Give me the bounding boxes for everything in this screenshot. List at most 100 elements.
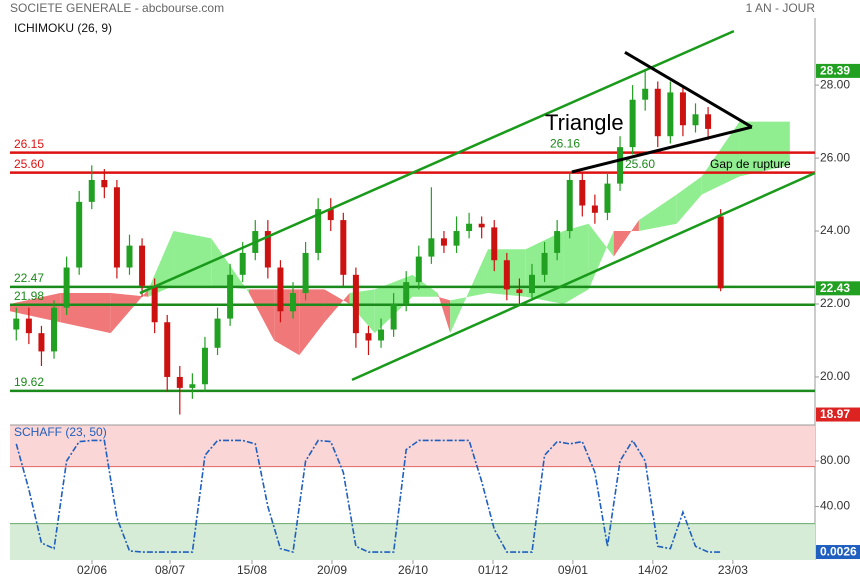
candle-body: [302, 252, 309, 294]
candle-body: [151, 285, 158, 323]
cloud-segment: [739, 121, 790, 177]
x-tick-label: 09/01: [558, 563, 588, 577]
candle-body: [440, 238, 447, 246]
trendline: [139, 29, 735, 295]
candle-body: [76, 201, 83, 268]
price-marker-label: 22.43: [820, 281, 850, 295]
candle-body: [503, 260, 510, 290]
candle-body: [378, 329, 385, 341]
candle-body: [352, 274, 359, 334]
candle-body: [38, 333, 45, 352]
candle-body: [415, 256, 422, 283]
y-tick-label: 80.00: [820, 453, 850, 467]
candle-body: [629, 99, 636, 148]
candle-body: [51, 307, 58, 352]
y-tick-label: 26.00: [820, 150, 850, 164]
cloud-segment: [676, 176, 702, 224]
candle-body: [390, 303, 397, 330]
candle-body: [25, 318, 32, 334]
candle-body: [642, 88, 649, 100]
candle-body: [139, 245, 146, 286]
triangle-price: 25.60: [625, 157, 655, 171]
candle-body: [466, 223, 473, 232]
level-label: 19.62: [14, 375, 44, 389]
x-tick-label: 26/10: [398, 563, 428, 577]
candle-body: [566, 179, 573, 232]
candle-body: [327, 209, 334, 221]
candle-body: [516, 289, 523, 294]
x-tick-label: 23/03: [718, 563, 748, 577]
oscillator-line: [15, 438, 721, 554]
cloud-segment: [450, 249, 488, 334]
price-marker: [816, 407, 860, 422]
candle-body: [679, 92, 686, 126]
period: 1 AN - JOUR: [746, 1, 816, 15]
trendline: [624, 50, 753, 129]
candle-body: [403, 282, 410, 304]
y-tick-label: 28.00: [820, 77, 850, 91]
y-tick-label: 24.00: [820, 223, 850, 237]
candle-body: [591, 205, 598, 213]
candle-body: [164, 322, 171, 377]
level-label: 25.60: [14, 157, 44, 171]
annotation: Gap de rupture: [710, 157, 791, 171]
candle-body: [717, 216, 724, 289]
candle-body: [201, 347, 208, 385]
candle-body: [541, 252, 548, 275]
candle-body: [604, 183, 611, 213]
candle-body: [453, 231, 460, 246]
cloud-segment: [638, 194, 677, 232]
y-tick-label: 22.00: [820, 296, 850, 310]
candle-body: [277, 267, 284, 312]
candle-body: [227, 274, 234, 319]
candle-body: [176, 376, 183, 388]
candle-body: [692, 114, 699, 126]
level-label: 22.47: [14, 271, 44, 285]
candle-body: [579, 179, 586, 206]
candle-body: [428, 238, 435, 257]
cloud-segment: [701, 121, 740, 195]
overbought-zone: [10, 425, 815, 467]
level-label: 21.98: [14, 289, 44, 303]
candle-body: [315, 209, 322, 253]
annotation: Triangle: [545, 110, 624, 135]
price-marker-label: 28.39: [820, 64, 850, 78]
candle-body: [478, 223, 485, 228]
candle-body: [554, 231, 561, 253]
price-marker: [816, 281, 860, 296]
candle-body: [290, 293, 297, 312]
candle-body: [214, 318, 221, 348]
oversold-zone: [10, 523, 815, 560]
cloud-segment: [10, 293, 61, 323]
x-tick-label: 01/12: [478, 563, 508, 577]
candle-body: [113, 187, 120, 268]
cloud-segment: [437, 293, 451, 334]
x-tick-label: 08/07: [155, 563, 185, 577]
triangle-price: 26.16: [550, 136, 580, 150]
price-marker: [816, 63, 860, 78]
indicator-title: ICHIMOKU (26, 9): [14, 21, 112, 35]
cloud-segment: [588, 223, 614, 290]
oscillator-title: SCHAFF (23, 50): [14, 425, 107, 439]
candle-body: [340, 220, 347, 275]
candle-body: [189, 384, 196, 388]
last-value-marker: [816, 545, 860, 560]
cloud-segment: [110, 289, 149, 334]
trendline: [571, 125, 753, 174]
candle-body: [239, 252, 246, 275]
candle-body: [88, 179, 95, 202]
x-tick-label: 15/08: [237, 563, 267, 577]
price-marker-label: 18.97: [820, 407, 850, 421]
x-tick-label: 14/02: [638, 563, 668, 577]
trendline: [351, 171, 816, 382]
candle-body: [13, 318, 20, 330]
level-label: 26.15: [14, 137, 44, 151]
candle-body: [264, 231, 271, 268]
candle-body: [667, 92, 674, 137]
cloud-segment: [173, 231, 212, 286]
candle-body: [101, 179, 108, 188]
x-tick-label: 20/09: [317, 563, 347, 577]
cloud-segment: [248, 289, 275, 341]
candle-body: [617, 147, 624, 184]
